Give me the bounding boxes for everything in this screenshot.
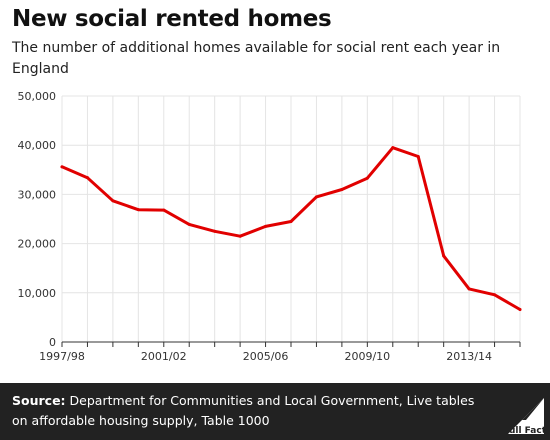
data-point — [314, 195, 318, 199]
data-point — [162, 208, 166, 212]
data-point — [416, 155, 420, 159]
x-tick-label: 2001/02 — [141, 350, 187, 363]
data-point — [442, 254, 446, 258]
y-tick-label: 0 — [49, 336, 56, 349]
source-text: Department for Communities and Local Gov… — [12, 393, 475, 428]
grid-lines — [61, 95, 521, 343]
data-point — [187, 222, 191, 226]
data-point — [85, 176, 89, 180]
data-point — [264, 224, 268, 228]
x-tick-label: 2013/14 — [446, 350, 492, 363]
y-tick-label: 30,000 — [18, 188, 57, 201]
chart-subtitle: The number of additional homes available… — [12, 40, 501, 77]
data-point — [60, 165, 64, 169]
x-tick-label: 2005/06 — [243, 350, 289, 363]
line-chart: 0 10,000 20,000 30,000 40,000 50,000 1997/98 2… — [18, 90, 522, 363]
data-point — [340, 187, 344, 191]
data-point — [467, 287, 471, 291]
data-point — [493, 293, 497, 297]
chart-title: New social rented homes — [12, 6, 332, 32]
y-tick-label: 50,000 — [18, 90, 57, 103]
data-point — [238, 234, 242, 238]
data-point — [136, 208, 140, 212]
logo-text: Full Fact — [503, 426, 546, 436]
y-tick-label: 10,000 — [18, 287, 57, 300]
full-fact-logo-icon — [508, 398, 544, 434]
data-point — [289, 219, 293, 223]
source-note: Source: Department for Communities and L… — [12, 391, 482, 431]
source-label: Source: — [12, 393, 66, 408]
footer-bar: Source: Department for Communities and L… — [0, 383, 550, 440]
data-point — [213, 229, 217, 233]
x-tick-label: 2009/10 — [344, 350, 390, 363]
y-axis-ticks: 0 10,000 20,000 30,000 40,000 50,000 — [18, 90, 57, 349]
data-point — [391, 146, 395, 150]
data-point — [365, 176, 369, 180]
data-point — [518, 308, 522, 312]
data-point — [111, 199, 115, 203]
x-axis-ticks: 1997/98 2001/02 2005/06 2009/10 2013/14 — [39, 342, 521, 363]
y-tick-label: 40,000 — [18, 139, 57, 152]
series-layer — [60, 146, 522, 312]
y-tick-label: 20,000 — [18, 238, 57, 251]
x-tick-label: 1997/98 — [39, 350, 85, 363]
